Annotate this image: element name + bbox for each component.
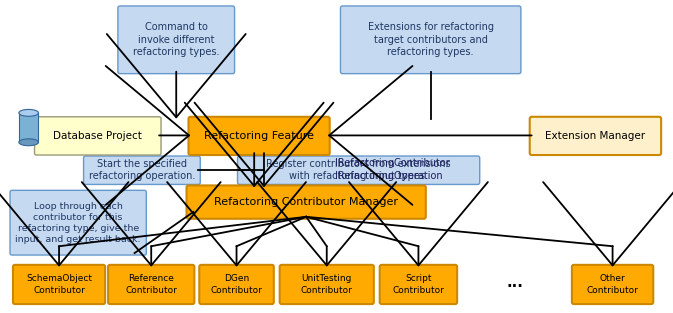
FancyBboxPatch shape (530, 117, 661, 155)
FancyBboxPatch shape (34, 117, 161, 155)
Text: Extension Manager: Extension Manager (545, 131, 645, 141)
FancyBboxPatch shape (341, 6, 521, 74)
Ellipse shape (19, 139, 38, 146)
Text: ...: ... (507, 275, 524, 290)
Text: Script
Contributor: Script Contributor (392, 275, 444, 295)
Text: Register contributors from extensions
with refactoring input types.: Register contributors from extensions wi… (267, 159, 451, 182)
Bar (19, 113, 38, 142)
Text: UnitTesting
Contributor: UnitTesting Contributor (301, 275, 353, 295)
FancyBboxPatch shape (380, 265, 457, 304)
Text: Extensions for refactoring
target contributors and
refactoring types.: Extensions for refactoring target contri… (367, 23, 494, 57)
Ellipse shape (19, 110, 38, 116)
Text: Reference
Contributor: Reference Contributor (125, 275, 177, 295)
FancyBboxPatch shape (108, 265, 194, 304)
FancyBboxPatch shape (572, 265, 653, 304)
FancyBboxPatch shape (118, 6, 235, 74)
Text: Refactoring Contributor Manager: Refactoring Contributor Manager (214, 197, 398, 207)
Text: Database Project: Database Project (53, 131, 142, 141)
FancyBboxPatch shape (238, 156, 480, 184)
FancyBboxPatch shape (280, 265, 374, 304)
FancyBboxPatch shape (199, 265, 274, 304)
FancyBboxPatch shape (83, 156, 201, 184)
Text: Refactoring Feature: Refactoring Feature (204, 131, 314, 141)
FancyBboxPatch shape (13, 265, 105, 304)
Text: Other
Contributor: Other Contributor (587, 275, 639, 295)
FancyBboxPatch shape (188, 117, 330, 155)
FancyBboxPatch shape (186, 185, 426, 219)
FancyBboxPatch shape (10, 190, 146, 255)
Text: Command to
invoke different
refactoring types.: Command to invoke different refactoring … (133, 23, 219, 57)
Text: Start the specified
refactoring operation.: Start the specified refactoring operatio… (89, 159, 195, 182)
Text: IRefactoringContributor
IRefactoringOperation: IRefactoringContributor IRefactoringOper… (334, 158, 450, 181)
Text: DGen
Contributor: DGen Contributor (211, 275, 262, 295)
Text: Loop through each
contributor for this
refactoring type, give the
input, and get: Loop through each contributor for this r… (15, 202, 141, 244)
Text: SchemaObject
Contributor: SchemaObject Contributor (26, 275, 92, 295)
